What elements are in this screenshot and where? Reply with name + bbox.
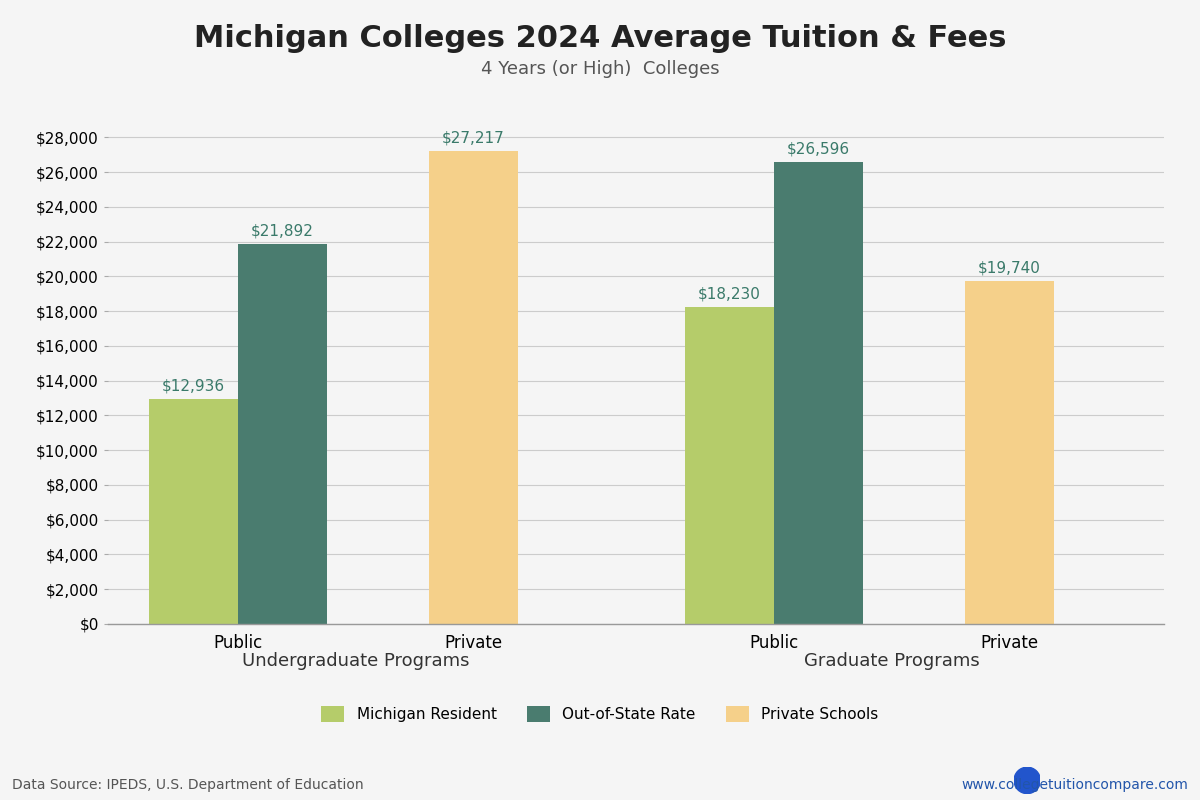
Text: Data Source: IPEDS, U.S. Department of Education: Data Source: IPEDS, U.S. Department of E… xyxy=(12,778,364,792)
Bar xyxy=(685,307,774,624)
Text: 4 Years (or High)  Colleges: 4 Years (or High) Colleges xyxy=(481,60,719,78)
Text: $19,740: $19,740 xyxy=(978,261,1042,276)
Text: Michigan Colleges 2024 Average Tuition & Fees: Michigan Colleges 2024 Average Tuition &… xyxy=(193,24,1007,53)
Bar xyxy=(428,151,518,624)
Circle shape xyxy=(1014,767,1040,794)
Legend: Michigan Resident, Out-of-State Rate, Private Schools: Michigan Resident, Out-of-State Rate, Pr… xyxy=(316,700,884,728)
Bar xyxy=(238,243,328,624)
Bar xyxy=(149,399,238,624)
Bar xyxy=(774,162,864,624)
Text: $12,936: $12,936 xyxy=(162,379,224,394)
Bar xyxy=(965,281,1055,624)
Text: www.collegetuitioncompare.com: www.collegetuitioncompare.com xyxy=(961,778,1188,792)
Text: Graduate Programs: Graduate Programs xyxy=(804,652,979,670)
Text: $27,217: $27,217 xyxy=(442,130,505,146)
Text: $21,892: $21,892 xyxy=(251,223,314,238)
Text: Undergraduate Programs: Undergraduate Programs xyxy=(242,652,469,670)
Text: $26,596: $26,596 xyxy=(787,142,851,157)
Text: $18,230: $18,230 xyxy=(698,287,761,302)
